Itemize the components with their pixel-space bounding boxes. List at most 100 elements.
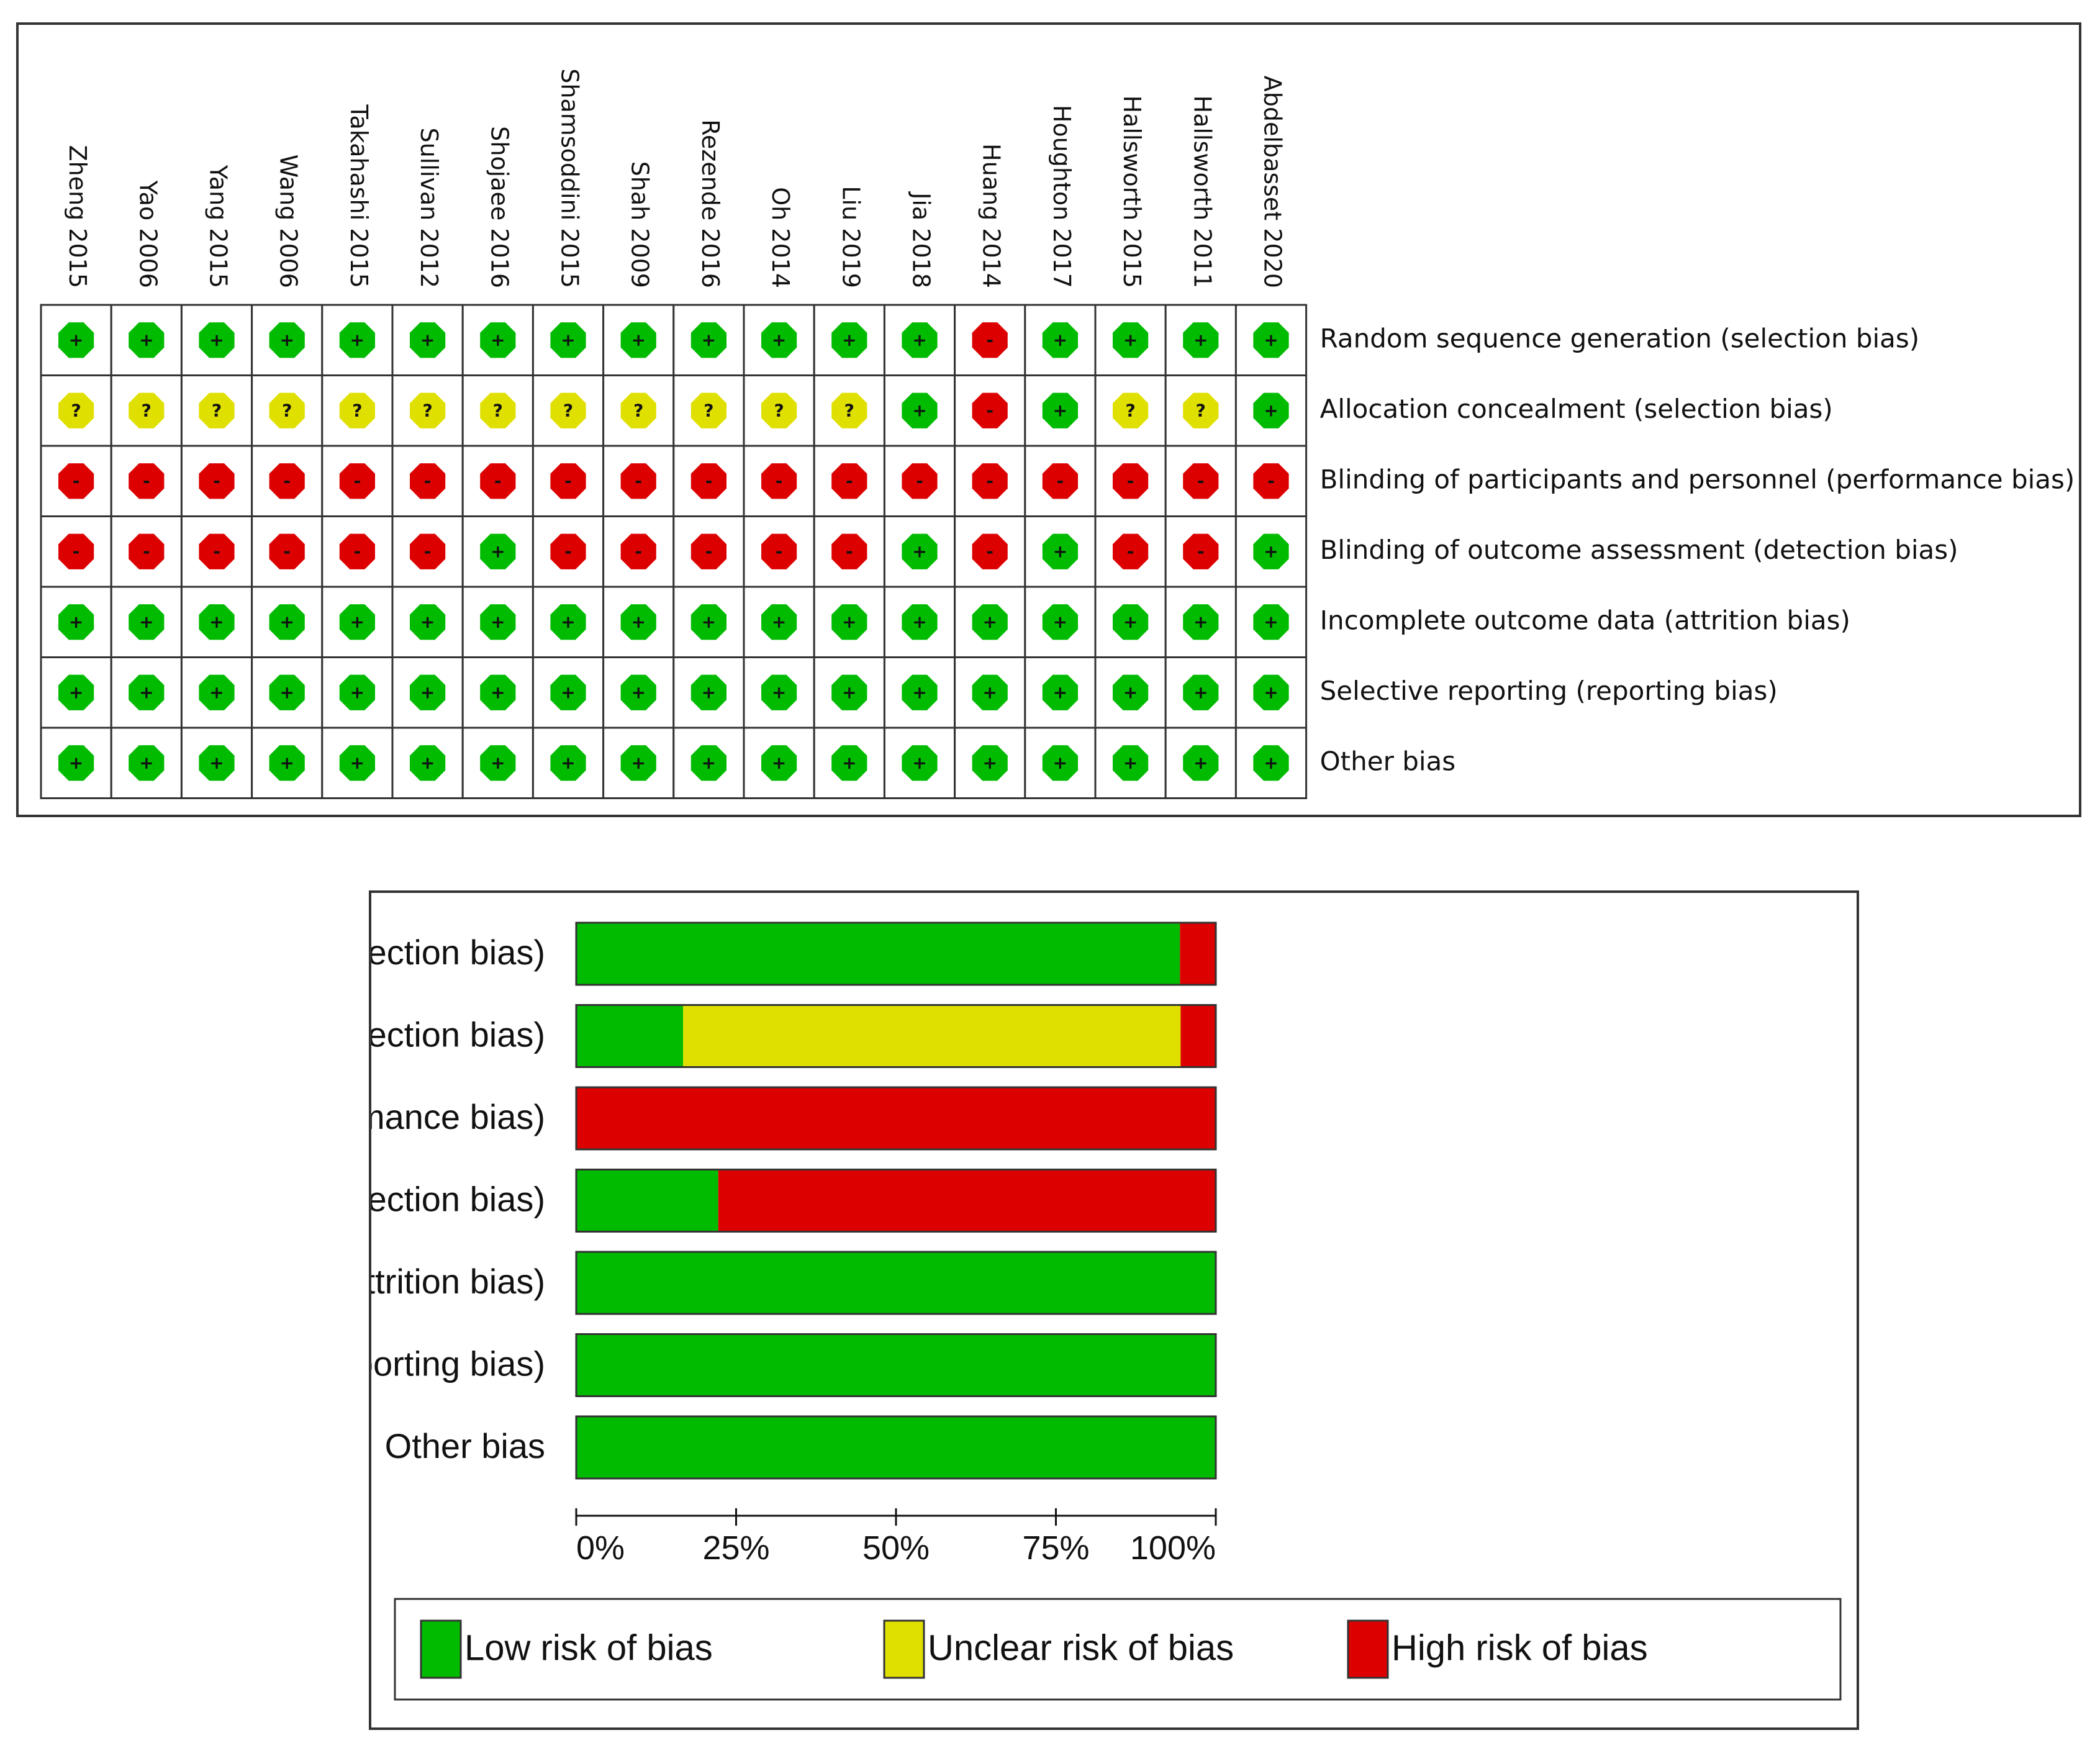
judgement-symbol: - xyxy=(986,330,993,350)
judgement-symbol: + xyxy=(69,682,83,702)
judgement-symbol: - xyxy=(73,541,80,561)
judgement-marker xyxy=(339,392,375,428)
judgement-marker xyxy=(269,392,305,428)
bar-outline xyxy=(575,1004,1217,1068)
judgement-marker xyxy=(129,392,165,428)
judgement-symbol: + xyxy=(279,682,294,702)
judgement-symbol: + xyxy=(561,612,575,632)
judgement-marker xyxy=(410,392,446,428)
judgement-symbol: - xyxy=(1197,471,1205,491)
judgement-symbol: + xyxy=(1193,330,1208,350)
judgement-symbol: - xyxy=(1127,471,1134,491)
judgement-marker xyxy=(1183,674,1219,710)
judgement-symbol: ? xyxy=(563,400,573,420)
legend-swatch xyxy=(883,1619,925,1679)
bar-segment xyxy=(576,1252,1216,1314)
judgement-marker xyxy=(199,745,235,781)
bar-category-label: Selective reporting (reporting bias) xyxy=(371,1344,545,1383)
judgement-marker xyxy=(831,674,867,710)
judgement-symbol: - xyxy=(705,541,713,561)
judgement-symbol: + xyxy=(1264,753,1278,773)
judgement-symbol: + xyxy=(491,541,505,561)
risk-of-bias-summary-grid: Zheng 2015 Yao 2006 Yang 2015 Wang 2006 Taka… xyxy=(40,68,2075,799)
grid-cell xyxy=(813,727,885,799)
judgement-symbol: + xyxy=(1264,541,1278,561)
judgement-symbol: + xyxy=(209,682,224,702)
judgement-marker xyxy=(410,322,446,358)
judgement-marker xyxy=(972,392,1008,428)
judgement-symbol: + xyxy=(69,330,83,350)
judgement-marker xyxy=(410,674,446,710)
x-tick-label: 0% xyxy=(576,1529,625,1567)
bar-category-label: Incomplete outcome data (attrition bias) xyxy=(371,1262,545,1301)
judgement-symbol: + xyxy=(702,330,716,350)
study-label: Houghton 2017 xyxy=(1048,105,1075,288)
judgement-symbol: - xyxy=(354,541,361,561)
judgement-marker xyxy=(690,745,726,781)
bar-category-label: Other bias xyxy=(385,1426,545,1465)
judgement-marker xyxy=(902,745,938,781)
judgement-symbol: - xyxy=(73,471,80,491)
judgement-symbol: - xyxy=(1197,541,1205,561)
judgement-symbol: + xyxy=(982,682,997,702)
judgement-marker xyxy=(972,533,1008,569)
bar-segment xyxy=(576,1334,1216,1397)
bar-category-label: Blinding of outcome assessment (detectio… xyxy=(371,1179,545,1218)
judgement-symbol: + xyxy=(702,612,716,632)
judgement-marker xyxy=(1253,745,1289,781)
judgement-marker xyxy=(1253,604,1289,640)
judgement-symbol: + xyxy=(982,612,997,632)
judgement-marker xyxy=(620,604,656,640)
judgement-symbol: ? xyxy=(142,400,152,420)
judgement-marker xyxy=(902,674,938,710)
study-label: Zheng 2015 xyxy=(64,145,91,289)
domain-label: Blinding of outcome assessment (detectio… xyxy=(1320,535,1958,565)
x-tick-label: 50% xyxy=(862,1529,930,1567)
study-label: Liu 2019 xyxy=(837,186,864,288)
judgement-marker xyxy=(761,674,797,710)
judgement-symbol: + xyxy=(139,612,153,632)
judgement-marker xyxy=(1113,745,1149,781)
study-label: Wang 2006 xyxy=(275,155,302,288)
judgement-marker xyxy=(761,392,797,428)
judgement-symbol: + xyxy=(1053,400,1067,420)
judgement-marker xyxy=(831,604,867,640)
judgement-symbol: + xyxy=(279,753,294,773)
judgement-marker xyxy=(480,604,516,640)
judgement-symbol: - xyxy=(1057,471,1064,491)
judgement-symbol: - xyxy=(213,471,220,491)
judgement-symbol: + xyxy=(420,330,435,350)
judgement-marker xyxy=(199,604,235,640)
judgement-marker xyxy=(620,463,656,499)
judgement-marker xyxy=(269,745,305,781)
judgement-marker xyxy=(690,533,726,569)
judgement-symbol: + xyxy=(1193,682,1208,702)
bar-outline xyxy=(575,1251,1217,1315)
judgement-marker xyxy=(761,604,797,640)
grid-cell xyxy=(672,727,745,799)
judgement-marker xyxy=(1113,392,1149,428)
judgement-marker xyxy=(1253,674,1289,710)
judgement-marker xyxy=(480,322,516,358)
judgement-symbol: - xyxy=(564,471,572,491)
judgement-symbol: - xyxy=(213,541,220,561)
judgement-marker xyxy=(1042,745,1078,781)
bar-category-label: Allocation concealment (selection bias) xyxy=(371,1015,545,1054)
judgement-marker xyxy=(902,604,938,640)
judgement-symbol: + xyxy=(420,682,435,702)
judgement-symbol: + xyxy=(772,753,786,773)
judgement-symbol: + xyxy=(1264,330,1278,350)
judgement-symbol: + xyxy=(561,753,575,773)
judgement-symbol: + xyxy=(1053,612,1067,632)
judgement-symbol: + xyxy=(912,330,926,350)
judgement-marker xyxy=(339,674,375,710)
judgement-marker xyxy=(972,322,1008,358)
judgement-symbol: + xyxy=(279,330,294,350)
judgement-marker xyxy=(550,463,586,499)
study-label: Rezende 2016 xyxy=(697,119,724,288)
judgement-marker xyxy=(690,674,726,710)
judgement-symbol: + xyxy=(631,612,645,632)
judgement-symbol: + xyxy=(350,612,364,632)
judgement-marker xyxy=(199,392,235,428)
study-label: Abdelbasset 2020 xyxy=(1259,76,1287,288)
